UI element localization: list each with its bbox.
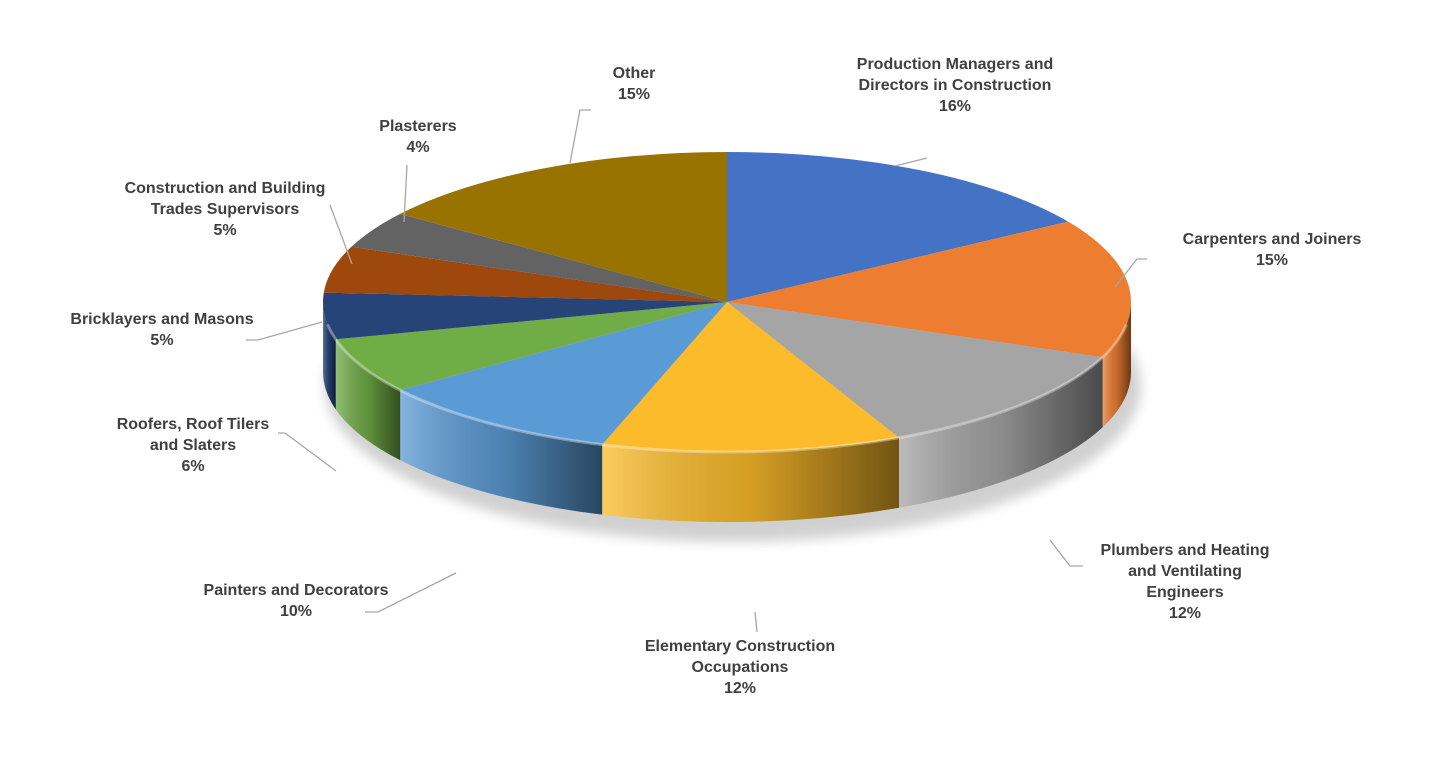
data-label-name: Production Managers and xyxy=(856,56,1054,73)
pie-slice-side-shade-4 xyxy=(602,437,900,522)
data-label-name: Plumbers and Heating xyxy=(1100,542,1270,559)
leader-line-1 xyxy=(894,157,928,167)
data-label-5: Painters and Decorators 10% xyxy=(204,580,389,622)
data-label-name: Construction and Building xyxy=(124,180,326,197)
leader-line-2 xyxy=(1114,258,1147,288)
leader-line-3 xyxy=(1049,539,1083,567)
data-label-name: Trades Supervisors xyxy=(150,201,300,218)
data-label-percent: 4% xyxy=(406,139,430,156)
pie-rim-highlight xyxy=(326,323,1128,454)
data-label-percent: 6% xyxy=(181,458,205,475)
pie-slice-side-shade-7 xyxy=(323,302,336,410)
leader-line-4 xyxy=(754,611,758,633)
data-label-name: Elementary Construction xyxy=(644,638,836,655)
data-label-2: Carpenters and Joiners 15% xyxy=(1183,229,1362,271)
pie-slice-side-shade-5 xyxy=(400,390,603,515)
data-label-name: Engineers xyxy=(1146,584,1224,601)
pie-slice-5 xyxy=(400,302,727,445)
data-label-percent: 10% xyxy=(279,603,313,620)
data-label-1: Production Managers and Directors in Cons… xyxy=(857,54,1053,117)
data-label-3: Plumbers and Heating and Ventilating Engin… xyxy=(1101,540,1270,624)
pie-slice-side-shade-3 xyxy=(899,357,1103,508)
pie-slice-7 xyxy=(323,292,727,340)
data-label-name: Carpenters and Joiners xyxy=(1182,231,1362,248)
leader-line-7 xyxy=(246,321,323,341)
data-label-name: Other xyxy=(612,65,656,82)
leader-line-5 xyxy=(365,572,457,613)
pie-slice-3 xyxy=(727,302,1103,438)
data-label-percent: 5% xyxy=(150,332,174,349)
data-label-name: Painters and Decorators xyxy=(203,582,389,599)
data-label-percent: 16% xyxy=(938,98,972,115)
pie-slice-4 xyxy=(602,302,900,452)
leader-line-6 xyxy=(278,432,337,472)
data-label-9: Plasterers 4% xyxy=(379,116,456,158)
leader-line-9 xyxy=(403,164,408,223)
pie-slice-6 xyxy=(335,302,727,391)
pie-slice-side-shade-2 xyxy=(1102,302,1131,428)
data-label-name: and Ventilating xyxy=(1128,563,1242,580)
pie-slice-side-shade-6 xyxy=(335,339,401,461)
data-label-8: Construction and Building Trades Supervis… xyxy=(125,178,326,241)
leader-line-10 xyxy=(569,109,591,164)
data-label-10: Other 15% xyxy=(613,63,656,105)
data-label-7: Bricklayers and Masons 5% xyxy=(70,309,253,351)
data-label-6: Roofers, Roof Tilers and Slaters 6% xyxy=(117,414,270,477)
pie-slice-1 xyxy=(727,152,1069,302)
data-label-name: Bricklayers and Masons xyxy=(70,311,254,328)
data-label-name: Directors in Construction xyxy=(858,77,1052,94)
data-label-4: Elementary Construction Occupations 12% xyxy=(645,636,835,699)
pie-slice-2 xyxy=(727,221,1131,358)
data-label-percent: 15% xyxy=(1255,252,1289,269)
data-label-percent: 12% xyxy=(1168,605,1202,622)
data-label-percent: 12% xyxy=(723,680,757,697)
leader-line-8 xyxy=(329,204,353,265)
data-label-percent: 15% xyxy=(617,86,651,103)
data-label-name: Roofers, Roof Tilers xyxy=(116,416,270,433)
pie-slice-8 xyxy=(323,246,727,302)
data-label-name: Plasterers xyxy=(379,118,457,135)
data-label-name: and Slaters xyxy=(149,437,237,454)
data-label-percent: 5% xyxy=(213,222,237,239)
pie-slice-9 xyxy=(351,213,727,302)
data-label-name: Occupations xyxy=(691,659,789,676)
pie-slice-10 xyxy=(400,152,727,302)
